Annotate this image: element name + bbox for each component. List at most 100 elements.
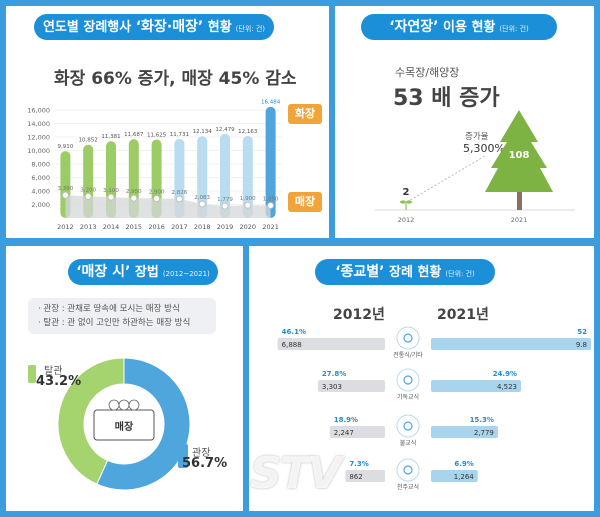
- panel-burial-method: ‘매장 시’ 장법 (2012~2021) · 관장 : 관채로 땅속에 모시는 …: [6, 246, 243, 511]
- panel3-title: ‘매장 시’ 장법 (2012~2021): [68, 259, 218, 285]
- cremation-value-label: 11,625: [147, 133, 167, 139]
- x-tick-label: 2020: [240, 223, 257, 231]
- y-tick-label: 10,000: [27, 147, 50, 155]
- natural-value-2012: 2: [403, 187, 410, 198]
- x-tick-label: 2017: [171, 223, 188, 231]
- religion-bar-2021: [431, 338, 591, 350]
- cremation-value-label: 16,484: [261, 100, 281, 106]
- panel4-title-highlight: ‘종교별’: [335, 264, 385, 280]
- panel-natural-burial: ‘자연장’ 이용 현황 (단위: 건) 수목장/해양장 53 배 증가 증가율 5…: [335, 6, 594, 238]
- natural-value-2021: 108: [509, 150, 530, 161]
- religion-value-2012: 2,247: [334, 429, 354, 437]
- panel4-title-post: 장례 현황: [384, 265, 442, 280]
- talgwan-icon: [28, 365, 36, 383]
- x-tick-label: 2016: [148, 223, 165, 231]
- burial-value-label: 1,900: [240, 196, 256, 202]
- religion-pct-2012: 18.9%: [334, 416, 358, 424]
- donut-slice-talgwan: [57, 357, 125, 485]
- x-tick-label: 2012: [57, 223, 74, 231]
- chart-burial-method: 매장: [28, 357, 191, 491]
- religion-bar-2012: [317, 380, 385, 392]
- burial-method-legend: · 관장 : 관채로 땅속에 모시는 매장 방식 · 탈관 : 관 없이 고인만…: [28, 298, 216, 334]
- burial-value-label: 2,900: [149, 189, 165, 195]
- burial-point: [130, 194, 138, 202]
- panel1-title-pre: 연도별 장례행사: [42, 20, 136, 35]
- x-tick-label: 2013: [80, 223, 97, 231]
- religion-value-2012: 6,888: [282, 341, 302, 349]
- religion-pct-2021: 6.9%: [454, 460, 473, 468]
- growth-value: 5,300%: [463, 142, 505, 155]
- x-tick-label: 2014: [103, 223, 120, 231]
- religion-value-2012: 862: [349, 473, 362, 481]
- panel1-unit: (단위: 건): [235, 25, 266, 33]
- religion-icon: [396, 414, 420, 438]
- chart-cremation-burial: 2,000 4,000 6,000 8,000 10,000 12,000 14,000 16…: [27, 100, 282, 231]
- tag-cremation: 화장: [288, 104, 322, 124]
- cremation-value-label: 11,381: [101, 134, 120, 140]
- cremation-value-label: 12,134: [193, 129, 213, 135]
- religion-bar-2021: [431, 470, 478, 482]
- religion-value-2021: 4,523: [497, 383, 517, 391]
- x-tick-label: 2018: [194, 223, 211, 231]
- religion-category-label: 기독교식: [397, 393, 419, 401]
- religion-value-2021: 2,779: [474, 429, 494, 437]
- religion-bar-2012: [345, 470, 385, 482]
- panel2-title-highlight: ‘자연장’: [389, 19, 439, 35]
- x-tick-label: 2021: [262, 223, 279, 231]
- religion-category-label: 전통식/기타: [393, 351, 423, 359]
- chart-natural-burial: 2 108 2012 2021: [375, 110, 575, 224]
- cremation-bar: [220, 133, 230, 218]
- watermark-logo: STV: [250, 448, 342, 499]
- religion-icon: [396, 458, 420, 482]
- religion-pct-2012: 7.3%: [349, 460, 368, 468]
- burial-value-label: 3,390: [58, 186, 74, 192]
- growth-line: [406, 155, 486, 203]
- year-left: 2012년: [333, 307, 385, 323]
- burial-value-label: 3,200: [80, 187, 96, 193]
- religion-pct-2021: 24.9%: [493, 370, 517, 378]
- panel1-title: 연도별 장례행사 ‘화장·매장’ 현황 (단위: 건): [34, 14, 274, 40]
- label-talgwan: 탈관: [44, 366, 63, 377]
- y-tick-label: 4,000: [31, 188, 50, 196]
- cremation-value-label: 9,910: [58, 144, 74, 150]
- pct-talgwan: 43.2%: [36, 374, 82, 389]
- panel-religion: ‘종교별’ 장례 현황 (단위: 건) 2012년 2021년 6,888 9.8 4…: [249, 246, 594, 511]
- burial-point: [221, 202, 229, 210]
- pct-gwanjang: 56.7%: [182, 456, 228, 471]
- religion-bar-2012: [277, 338, 385, 350]
- x-tick-label: 2015: [126, 223, 143, 231]
- tree-crown: [485, 110, 553, 192]
- panel3-title-highlight: ‘매장 시’: [76, 264, 131, 280]
- cremation-value-label: 10,852: [79, 138, 98, 144]
- religion-icon-mark: [403, 421, 413, 431]
- panel2-unit: (단위: 건): [499, 25, 529, 33]
- sprout-leaf: [406, 200, 412, 204]
- panel4-title: ‘종교별’ 장례 현황 (단위: 건): [315, 259, 495, 285]
- burial-point: [267, 202, 275, 209]
- religion-bar-2012: [329, 426, 385, 438]
- label-gwanjang: 관장: [192, 448, 211, 459]
- burial-value-label: 2,826: [172, 190, 188, 196]
- religion-pct-2012: 46.1%: [282, 328, 306, 336]
- legend-item-gwanjang: · 관장 : 관채로 땅속에 모시는 매장 방식: [38, 304, 180, 314]
- religion-value-2021: 9.8: [576, 341, 587, 349]
- religion-category-label: 천주교식: [397, 483, 419, 491]
- religion-icon-mark: [403, 375, 413, 385]
- cremation-value-label: 11,731: [170, 132, 189, 138]
- panel1-title-post: 현황: [203, 20, 232, 35]
- y-tick-label: 2,000: [31, 201, 50, 209]
- donut-slice-gwanjang: [96, 357, 191, 491]
- panel3-title-post: 장법: [130, 265, 159, 280]
- panel2-title: ‘자연장’ 이용 현황 (단위: 건): [361, 14, 557, 40]
- legend-item-talgwan: · 탈관 : 관 없이 고인만 하관하는 매장 방식: [38, 318, 191, 328]
- religion-value-2021: 1,264: [454, 473, 475, 481]
- y-tick-label: 8,000: [31, 161, 50, 169]
- religion-icon: [396, 326, 420, 350]
- burial-point: [198, 200, 206, 208]
- cremation-value-label: 12,479: [215, 127, 235, 133]
- x-tick-label: 2019: [217, 223, 234, 231]
- cremation-bar: [242, 135, 253, 218]
- religion-category-label: 불교식: [400, 439, 417, 447]
- panel2-subtitle: 수목장/해양장: [395, 66, 460, 79]
- religion-value-2012: 3,303: [322, 383, 342, 391]
